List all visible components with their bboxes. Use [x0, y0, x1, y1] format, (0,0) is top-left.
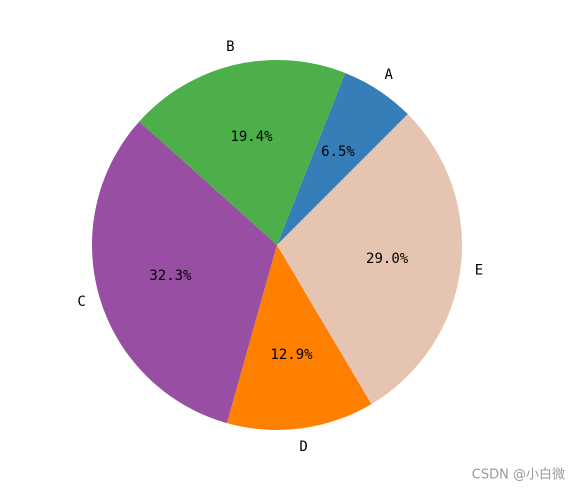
pie-slice [226, 245, 372, 430]
pie-slice [277, 73, 408, 245]
pie-slice [92, 121, 278, 424]
watermark: CSDN @小白微 [472, 467, 565, 483]
slice-label: B [226, 39, 234, 55]
value-label: 19.4% [230, 129, 273, 145]
pie-slice [139, 60, 346, 246]
slice-label: A [385, 67, 394, 83]
slice-label: C [77, 294, 85, 310]
value-label: 12.9% [270, 347, 313, 363]
value-label: 32.3% [149, 268, 192, 284]
value-label: 6.5% [321, 144, 355, 160]
pie-slice [277, 114, 462, 405]
slice-label: D [299, 439, 307, 455]
value-label: 29.0% [366, 251, 409, 267]
slice-label: E [475, 262, 483, 278]
